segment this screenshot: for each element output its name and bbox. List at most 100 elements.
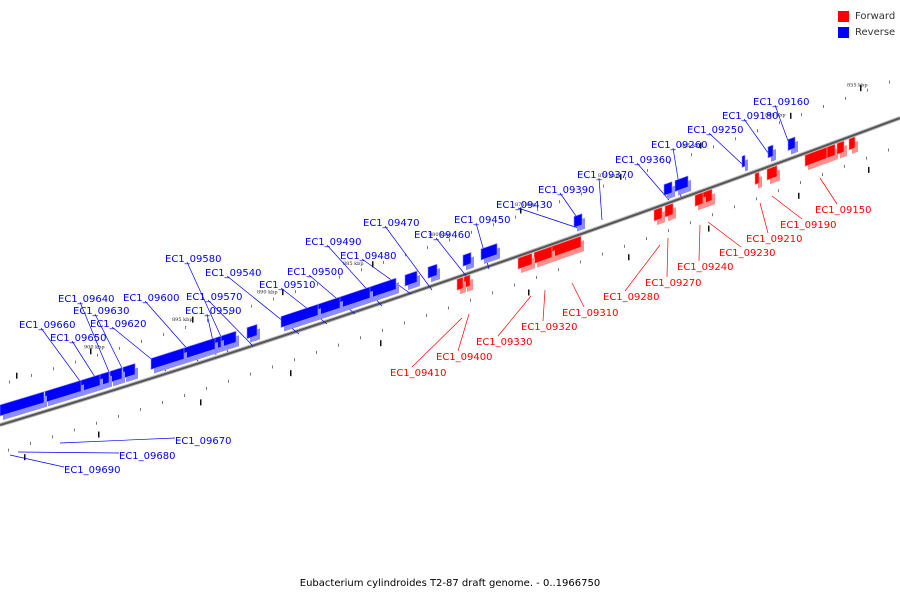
gene-label-ec1_09310[interactable]: EC1_09310 bbox=[562, 308, 618, 319]
gene-label-ec1_09450[interactable]: EC1_09450 bbox=[454, 215, 510, 226]
reverse-gene-block[interactable] bbox=[0, 391, 47, 420]
reverse-gene-block[interactable] bbox=[741, 154, 748, 172]
gene-label-ec1_09600[interactable]: EC1_09600 bbox=[123, 293, 179, 304]
scale-tick-label: 870 kbp bbox=[598, 173, 619, 179]
gene-label-ec1_09470[interactable]: EC1_09470 bbox=[363, 218, 419, 229]
gene-body bbox=[787, 136, 796, 151]
reverse-gene-block[interactable] bbox=[220, 330, 239, 352]
gene-label-ec1_09670[interactable]: EC1_09670 bbox=[175, 436, 231, 447]
gene-leader bbox=[698, 224, 701, 262]
tick-mark bbox=[90, 348, 92, 355]
reverse-gene-block[interactable] bbox=[573, 213, 585, 232]
reverse-gene-block[interactable] bbox=[767, 144, 776, 162]
gene-label-ec1_09430[interactable]: EC1_09430 bbox=[496, 200, 552, 211]
gene-label-ec1_09240[interactable]: EC1_09240 bbox=[677, 262, 733, 273]
dot-mark bbox=[382, 328, 383, 332]
gene-label-ec1_09490[interactable]: EC1_09490 bbox=[305, 237, 361, 248]
reverse-gene-block[interactable] bbox=[787, 136, 798, 155]
gene-label-ec1_09620[interactable]: EC1_09620 bbox=[90, 319, 146, 330]
gene-label-ec1_09630[interactable]: EC1_09630 bbox=[73, 306, 129, 317]
gene-label-ec1_09260[interactable]: EC1_09260 bbox=[651, 140, 707, 151]
gene-label-ec1_09190[interactable]: EC1_09190 bbox=[780, 220, 836, 231]
dot-mark bbox=[756, 197, 757, 201]
forward-gene-block[interactable] bbox=[754, 171, 762, 189]
reverse-gene-block[interactable] bbox=[122, 363, 138, 383]
gene-body bbox=[767, 144, 774, 159]
forward-gene-block[interactable] bbox=[694, 192, 706, 211]
gene-body bbox=[741, 154, 746, 168]
gene-label-ec1_09160[interactable]: EC1_09160 bbox=[753, 97, 809, 108]
gene-label-ec1_09690[interactable]: EC1_09690 bbox=[64, 465, 120, 476]
gene-label-ec1_09400[interactable]: EC1_09400 bbox=[436, 352, 492, 363]
gene-label-ec1_09150[interactable]: EC1_09150 bbox=[815, 205, 871, 216]
dot-mark bbox=[581, 192, 582, 196]
forward-gene-block[interactable] bbox=[456, 276, 466, 295]
dot-mark bbox=[360, 336, 361, 340]
gene-label-ec1_09230[interactable]: EC1_09230 bbox=[719, 248, 775, 259]
gene-label-ec1_09270[interactable]: EC1_09270 bbox=[645, 278, 701, 289]
dot-mark bbox=[537, 207, 538, 211]
dot-mark bbox=[338, 343, 339, 347]
tick-mark bbox=[528, 289, 530, 296]
forward-gene-block[interactable] bbox=[766, 165, 780, 185]
reverse-gene-block[interactable] bbox=[246, 323, 260, 343]
gene-label-ec1_09280[interactable]: EC1_09280 bbox=[603, 292, 659, 303]
gene-label-ec1_09330[interactable]: EC1_09330 bbox=[476, 337, 532, 348]
forward-gene-block[interactable] bbox=[826, 143, 838, 163]
dot-mark bbox=[119, 346, 120, 350]
gene-label-ec1_09540[interactable]: EC1_09540 bbox=[205, 268, 261, 279]
gene-label-ec1_09500[interactable]: EC1_09500 bbox=[287, 267, 343, 278]
gene-label-ec1_09410[interactable]: EC1_09410 bbox=[390, 368, 446, 379]
gene-leader bbox=[9, 454, 65, 468]
forward-gene-block[interactable] bbox=[848, 136, 858, 154]
gene-body bbox=[653, 206, 663, 222]
chromosome-axis bbox=[0, 116, 900, 427]
forward-gene-block[interactable] bbox=[517, 252, 535, 274]
gene-label-ec1_09370[interactable]: EC1_09370 bbox=[577, 170, 633, 181]
reverse-gene-block[interactable] bbox=[663, 181, 675, 200]
dot-mark bbox=[52, 435, 53, 439]
reverse-gene-block[interactable] bbox=[462, 252, 474, 271]
dot-mark bbox=[184, 393, 185, 397]
gene-label-ec1_09460[interactable]: EC1_09460 bbox=[414, 230, 470, 241]
dot-mark bbox=[845, 96, 846, 100]
reverse-gene-block[interactable] bbox=[280, 303, 321, 332]
reverse-gene-block[interactable] bbox=[480, 243, 500, 265]
dot-mark bbox=[272, 365, 273, 369]
forward-gene-block[interactable] bbox=[664, 202, 676, 222]
reverse-gene-block[interactable] bbox=[150, 347, 187, 374]
gene-label-ec1_09510[interactable]: EC1_09510 bbox=[259, 280, 315, 291]
forward-gene-block[interactable] bbox=[836, 140, 847, 159]
gene-label-ec1_09210[interactable]: EC1_09210 bbox=[746, 234, 802, 245]
gene-label-ec1_09640[interactable]: EC1_09640 bbox=[58, 294, 114, 305]
gene-label-ec1_09480[interactable]: EC1_09480 bbox=[340, 251, 396, 262]
dot-mark bbox=[207, 318, 208, 322]
forward-swatch bbox=[838, 10, 849, 22]
reverse-gene-block[interactable] bbox=[674, 175, 691, 196]
gene-label-ec1_09650[interactable]: EC1_09650 bbox=[50, 333, 106, 344]
scale-tick-label: 890 kbp bbox=[257, 289, 278, 295]
gene-label-ec1_09660[interactable]: EC1_09660 bbox=[19, 320, 75, 331]
gene-body bbox=[663, 181, 673, 196]
gene-label-ec1_09680[interactable]: EC1_09680 bbox=[119, 451, 175, 462]
dot-mark bbox=[75, 360, 76, 364]
reverse-gene-block[interactable] bbox=[404, 270, 420, 291]
gene-label-ec1_09590[interactable]: EC1_09590 bbox=[185, 306, 241, 317]
gene-label-ec1_09360[interactable]: EC1_09360 bbox=[615, 155, 671, 166]
gene-label-ec1_09250[interactable]: EC1_09250 bbox=[687, 125, 743, 136]
gene-leader bbox=[743, 118, 772, 158]
forward-gene-block[interactable] bbox=[653, 206, 665, 226]
gene-body bbox=[456, 276, 464, 291]
gene-label-ec1_09570[interactable]: EC1_09570 bbox=[186, 292, 242, 303]
dot-mark bbox=[603, 184, 604, 188]
dot-mark bbox=[361, 268, 362, 272]
tick-mark bbox=[628, 254, 630, 261]
gene-label-ec1_09390[interactable]: EC1_09390 bbox=[538, 185, 594, 196]
gene-label-ec1_09320[interactable]: EC1_09320 bbox=[521, 322, 577, 333]
reverse-gene-block[interactable] bbox=[427, 263, 440, 283]
dot-mark bbox=[690, 221, 691, 225]
gene-label-ec1_09580[interactable]: EC1_09580 bbox=[165, 254, 221, 265]
track-dots bbox=[8, 80, 890, 461]
dot-mark bbox=[734, 205, 735, 209]
gene-label-ec1_09180[interactable]: EC1_09180 bbox=[722, 111, 778, 122]
